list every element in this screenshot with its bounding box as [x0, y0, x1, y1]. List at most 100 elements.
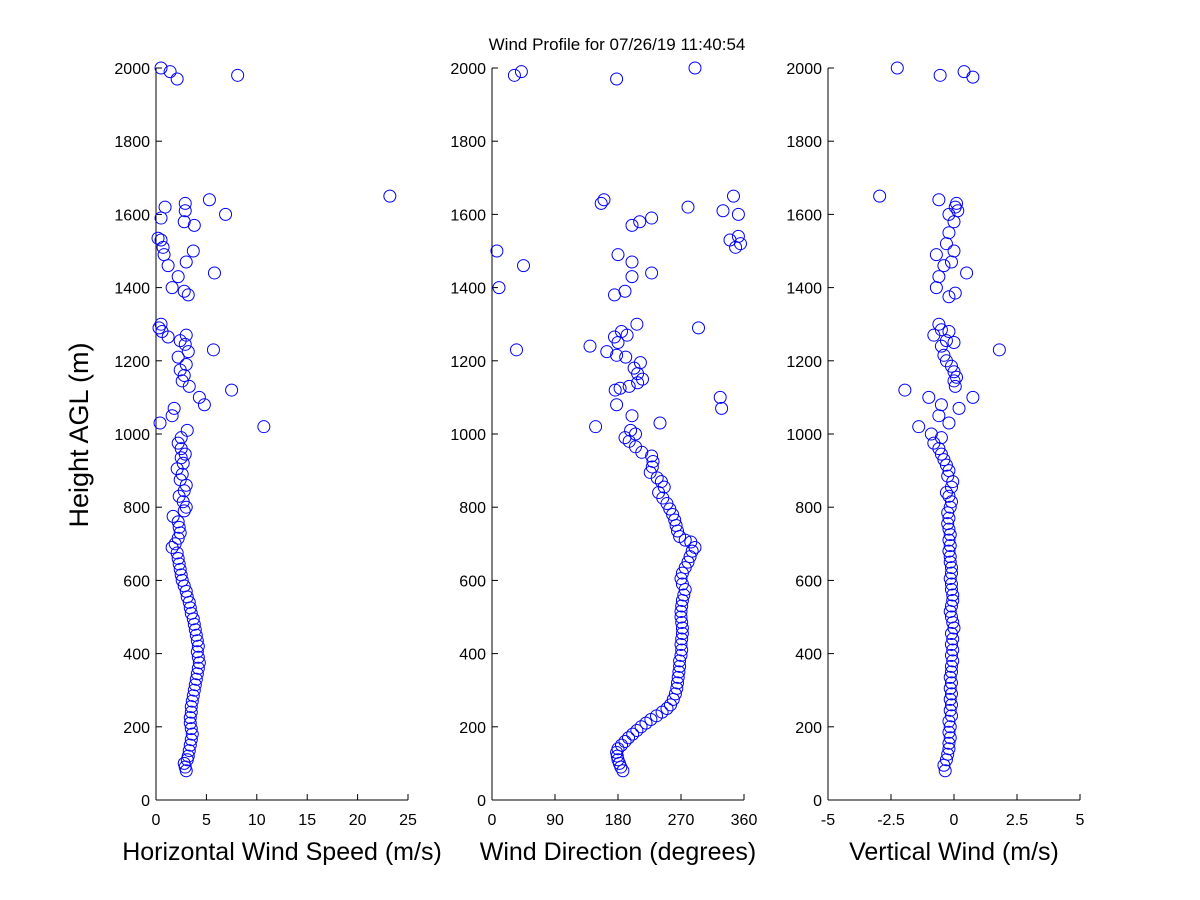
- data-point: [171, 350, 185, 364]
- data-point: [937, 348, 951, 362]
- data-point: [219, 207, 233, 221]
- x-tick-label: 5: [1076, 812, 1085, 829]
- data-point: [912, 420, 926, 434]
- data-point: [948, 286, 962, 300]
- data-point: [633, 215, 647, 229]
- x-tick-label: 2.5: [1006, 812, 1028, 829]
- data-point: [179, 255, 193, 269]
- data-point: [924, 427, 938, 441]
- data-point: [185, 727, 199, 741]
- data-point: [165, 540, 179, 554]
- data-point: [625, 409, 639, 423]
- x-tick-label: 270: [668, 812, 695, 829]
- y-tick-label: 1800: [786, 134, 822, 151]
- data-point: [943, 572, 957, 586]
- x-tick-label: 0: [152, 812, 161, 829]
- data-point: [186, 244, 200, 258]
- data-point: [645, 266, 659, 280]
- y-tick-label: 200: [795, 720, 822, 737]
- data-point: [625, 255, 639, 269]
- data-point: [929, 281, 943, 295]
- data-point: [177, 504, 191, 518]
- data-point: [177, 215, 191, 229]
- y-tick-label: 1000: [114, 427, 150, 444]
- data-point: [672, 665, 686, 679]
- data-point: [950, 196, 964, 210]
- data-point: [922, 390, 936, 404]
- data-point: [944, 599, 958, 613]
- data-point: [151, 231, 165, 245]
- data-point: [941, 517, 955, 531]
- data-point: [943, 500, 957, 514]
- data-point: [202, 193, 216, 207]
- data-point: [950, 370, 964, 384]
- data-point: [492, 281, 506, 295]
- data-point: [941, 747, 955, 761]
- y-tick-label: 1600: [786, 207, 822, 224]
- data-point: [966, 70, 980, 84]
- y-tick-label: 1200: [786, 354, 822, 371]
- data-point: [645, 460, 659, 474]
- data-point: [589, 420, 603, 434]
- data-point: [727, 189, 740, 203]
- data-point: [944, 255, 958, 269]
- data-point: [944, 583, 958, 597]
- y-tick-label: 800: [795, 500, 822, 517]
- data-point: [207, 266, 221, 280]
- x-tick-label: 0: [950, 812, 959, 829]
- y-tick-label: 1400: [114, 281, 150, 298]
- data-point: [187, 683, 201, 697]
- data-point: [173, 526, 187, 540]
- data-point: [944, 665, 958, 679]
- data-point: [622, 379, 636, 393]
- panel-wind-direction: 0 200 400 600 800 1000 1200 1400 1600 1800 2000 0 90…: [450, 61, 757, 866]
- data-point: [685, 544, 699, 558]
- data-point: [192, 390, 206, 404]
- data-point: [934, 398, 948, 412]
- data-point: [189, 672, 203, 686]
- data-point: [517, 259, 530, 273]
- data-point: [675, 621, 689, 635]
- data-point: [932, 193, 946, 207]
- data-point: [946, 594, 960, 608]
- data-point: [942, 290, 956, 304]
- data-point: [673, 654, 687, 668]
- data-point: [660, 702, 674, 715]
- data-point: [181, 288, 195, 302]
- y-tick-label: 0: [477, 793, 486, 810]
- panel-horizontal-wind-speed: 0 200 400 600 800 1000 1200 1400 1600 1800 2000 0 5 1…: [114, 61, 441, 866]
- data-point: [674, 572, 688, 586]
- data-point: [176, 456, 190, 470]
- data-point: [158, 200, 172, 214]
- data-point: [939, 237, 953, 251]
- data-point: [942, 533, 956, 547]
- data-point: [188, 623, 202, 637]
- data-point: [583, 339, 597, 353]
- x-tick-label: 5: [202, 812, 211, 829]
- data-point: [943, 681, 957, 695]
- data-point: [944, 687, 958, 701]
- y-tick-label: 400: [459, 647, 486, 664]
- data-point: [932, 270, 946, 284]
- data-point: [944, 709, 958, 723]
- data-point: [957, 65, 971, 79]
- data-point: [190, 667, 204, 681]
- x-tick-label: 25: [399, 812, 417, 829]
- y-tick-label: 1000: [786, 427, 822, 444]
- data-point: [184, 606, 198, 620]
- data-point: [165, 281, 179, 295]
- data-point: [942, 522, 956, 536]
- data-point: [674, 648, 688, 662]
- data-point: [943, 670, 957, 684]
- data-point: [629, 427, 642, 441]
- data-point: [178, 447, 192, 461]
- data-point: [677, 588, 691, 602]
- data-point: [184, 700, 198, 714]
- data-point: [639, 716, 653, 730]
- data-point: [510, 343, 523, 357]
- data-point: [944, 561, 958, 575]
- data-point: [171, 531, 185, 545]
- data-point: [173, 562, 187, 576]
- data-point: [490, 244, 504, 258]
- data-point: [594, 196, 608, 210]
